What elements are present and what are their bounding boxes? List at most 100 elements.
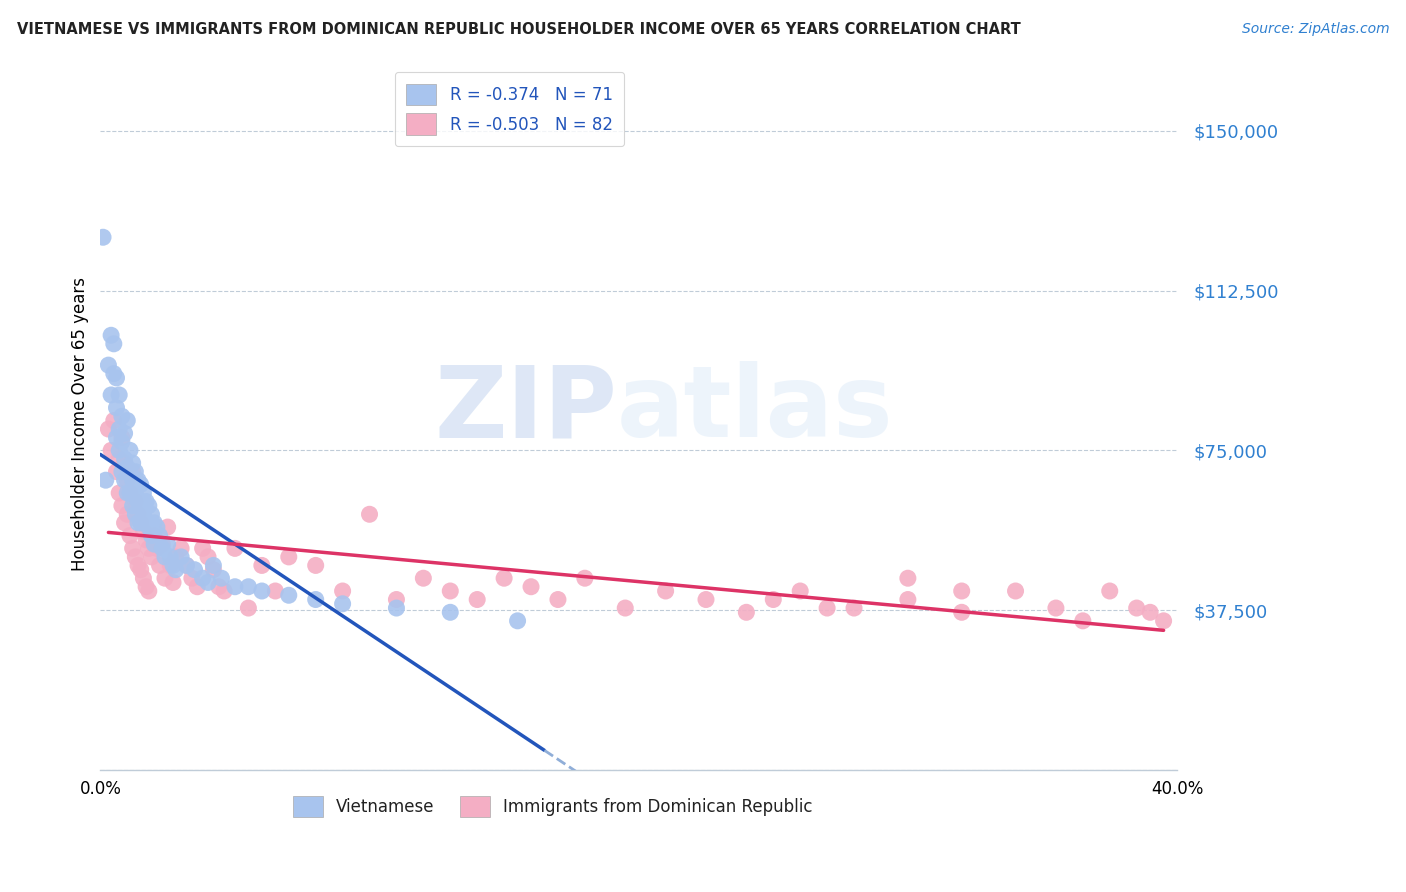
Point: [250, 558, 273, 573]
Point: [197, 575, 219, 590]
Point: [305, 558, 328, 573]
Point: [156, 537, 179, 551]
Point: [762, 592, 785, 607]
Point: [91, 230, 114, 244]
Point: [124, 465, 146, 479]
Point: [202, 558, 225, 573]
Point: [103, 367, 125, 381]
Point: [1045, 601, 1067, 615]
Point: [186, 580, 208, 594]
Point: [138, 499, 160, 513]
Point: [150, 541, 173, 556]
Point: [654, 584, 676, 599]
Point: [135, 516, 157, 530]
Point: [153, 549, 176, 564]
Point: [165, 549, 187, 564]
Text: ZIP: ZIP: [434, 361, 617, 458]
Point: [162, 558, 184, 573]
Point: [180, 571, 202, 585]
Point: [950, 584, 973, 599]
Point: [238, 580, 260, 594]
Point: [111, 499, 134, 513]
Point: [208, 580, 231, 594]
Point: [117, 473, 139, 487]
Point: [385, 592, 408, 607]
Point: [124, 486, 146, 500]
Point: [150, 537, 173, 551]
Point: [114, 473, 136, 487]
Point: [211, 571, 233, 585]
Point: [127, 516, 149, 530]
Point: [111, 431, 134, 445]
Point: [108, 422, 131, 436]
Point: [105, 371, 128, 385]
Point: [212, 584, 235, 599]
Point: [170, 541, 193, 556]
Point: [183, 563, 205, 577]
Point: [547, 592, 569, 607]
Point: [124, 508, 146, 522]
Point: [1098, 584, 1121, 599]
Point: [118, 465, 141, 479]
Text: Source: ZipAtlas.com: Source: ZipAtlas.com: [1241, 22, 1389, 37]
Point: [143, 537, 166, 551]
Point: [162, 575, 184, 590]
Point: [132, 486, 155, 500]
Point: [176, 558, 198, 573]
Point: [105, 465, 128, 479]
Point: [148, 528, 170, 542]
Point: [465, 592, 488, 607]
Point: [118, 486, 141, 500]
Point: [897, 571, 920, 585]
Point: [117, 486, 139, 500]
Point: [176, 558, 198, 573]
Point: [141, 508, 163, 522]
Point: [132, 571, 155, 585]
Point: [439, 584, 461, 599]
Point: [332, 597, 354, 611]
Point: [141, 549, 163, 564]
Point: [103, 413, 125, 427]
Point: [135, 580, 157, 594]
Point: [121, 499, 143, 513]
Point: [108, 451, 131, 466]
Point: [100, 443, 122, 458]
Point: [127, 473, 149, 487]
Point: [138, 584, 160, 599]
Point: [143, 516, 166, 530]
Point: [159, 549, 181, 564]
Point: [121, 473, 143, 487]
Point: [135, 494, 157, 508]
Point: [117, 460, 139, 475]
Text: VIETNAMESE VS IMMIGRANTS FROM DOMINICAN REPUBLIC HOUSEHOLDER INCOME OVER 65 YEAR: VIETNAMESE VS IMMIGRANTS FROM DOMINICAN …: [17, 22, 1021, 37]
Point: [735, 605, 758, 619]
Point: [135, 533, 157, 547]
Point: [105, 401, 128, 415]
Point: [138, 520, 160, 534]
Text: atlas: atlas: [617, 361, 894, 458]
Point: [170, 549, 193, 564]
Point: [191, 541, 214, 556]
Point: [1125, 601, 1147, 615]
Point: [129, 563, 152, 577]
Point: [224, 541, 246, 556]
Point: [114, 426, 136, 441]
Point: [111, 409, 134, 424]
Point: [950, 605, 973, 619]
Point: [143, 528, 166, 542]
Point: [111, 434, 134, 449]
Point: [506, 614, 529, 628]
Point: [97, 422, 120, 436]
Point: [385, 601, 408, 615]
Point: [156, 520, 179, 534]
Point: [1139, 605, 1161, 619]
Point: [614, 601, 637, 615]
Point: [238, 601, 260, 615]
Point: [148, 558, 170, 573]
Point: [1004, 584, 1026, 599]
Point: [124, 549, 146, 564]
Point: [250, 584, 273, 599]
Point: [224, 580, 246, 594]
Point: [1153, 614, 1175, 628]
Point: [114, 451, 136, 466]
